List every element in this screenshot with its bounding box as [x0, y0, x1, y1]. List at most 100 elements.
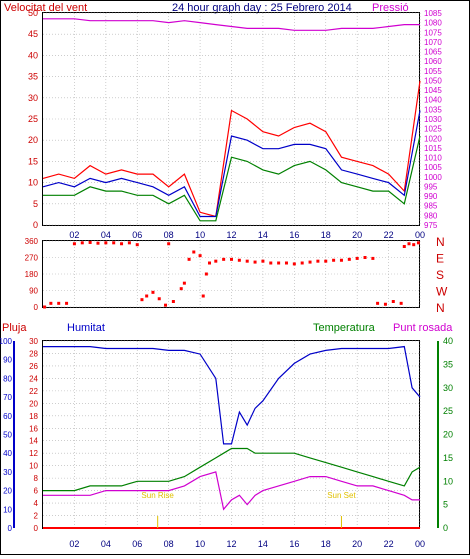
direction-point — [269, 261, 273, 265]
humitat-y-tick-label: 20 — [3, 487, 12, 496]
direction-point — [204, 272, 208, 276]
compass-label: S — [436, 268, 444, 282]
direction-panel-frame — [42, 240, 420, 308]
direction-point — [187, 257, 191, 261]
direction-point — [347, 257, 351, 261]
direction-point — [371, 256, 375, 260]
temp-y-tick-label: 20 — [443, 430, 453, 440]
pressure-y-tick-label: 1075 — [424, 28, 442, 37]
sun-event-label: Sun Rise — [141, 491, 174, 500]
temp-y-tick-label: 0 — [443, 523, 448, 533]
direction-point — [164, 303, 168, 307]
direction-point — [127, 241, 131, 245]
x-tick-label-bottom: 02 — [69, 539, 79, 549]
pressure-y-tick-label: 1005 — [424, 163, 442, 172]
pressure-title: Pressió — [372, 2, 409, 14]
direction-point — [230, 257, 233, 261]
direction-point — [383, 302, 387, 306]
direction-point — [339, 258, 343, 262]
x-tick-label-top: 20 — [352, 230, 362, 240]
pressure-y-tick-label: 1065 — [424, 48, 442, 57]
pluja-y-tick-label: 30 — [29, 337, 38, 346]
direction-point — [237, 258, 241, 262]
pressure-y-tick-label: 1060 — [424, 57, 442, 66]
x-tick-label-bottom: 12 — [226, 539, 236, 549]
direction-point — [104, 241, 108, 245]
pressure-y-tick-label: 1080 — [424, 19, 442, 28]
x-tick-label-bottom: 22 — [384, 539, 394, 549]
pressure-y-tick-label: 1070 — [424, 38, 442, 47]
wind-series-line-magenta — [43, 18, 420, 31]
pluja-y-tick-label: 24 — [29, 374, 38, 383]
pluja-y-tick-label: 6 — [34, 487, 39, 496]
pressure-y-tick-label: 1030 — [424, 115, 442, 124]
x-tick-label-top: 22 — [384, 230, 394, 240]
x-tick-label-bottom: 08 — [164, 539, 174, 549]
direction-point — [222, 257, 226, 261]
wind-y-tick-label: 45 — [28, 29, 38, 39]
x-tick-label-top: 06 — [132, 230, 142, 240]
climate-series-line-humitat — [43, 345, 421, 445]
wind-series-line-green — [43, 135, 421, 222]
x-tick-label-bottom: 00 — [415, 539, 425, 549]
direction-y-tick-label: 270 — [25, 254, 39, 263]
direction-point — [402, 245, 406, 248]
compass-label: E — [436, 252, 444, 266]
pluja-y-tick-label: 12 — [29, 449, 38, 458]
climate-series-line-temperatura — [43, 447, 421, 492]
pressure-y-tick-label: 1050 — [424, 76, 442, 85]
humitat-y-tick-label: 0 — [8, 524, 13, 533]
x-tick-label-bottom: 14 — [258, 539, 268, 549]
x-tick-label-top: 12 — [226, 230, 236, 240]
direction-point — [49, 301, 53, 305]
temperatura-title: Temperatura — [313, 322, 376, 334]
direction-point — [167, 242, 171, 246]
direction-point — [43, 305, 47, 309]
wind-panel-frame — [42, 12, 420, 226]
direction-point — [284, 261, 288, 265]
compass-label: N — [436, 301, 445, 315]
direction-point — [245, 259, 249, 263]
x-tick-label-top: 18 — [321, 230, 331, 240]
direction-point — [182, 281, 186, 285]
x-tick-label-top: 02 — [69, 230, 79, 240]
direction-point — [96, 241, 100, 245]
x-tick-label-top: 08 — [164, 230, 174, 240]
pressure-y-tick-label: 995 — [424, 182, 438, 191]
direction-point — [88, 240, 92, 244]
wind-y-tick-label: 30 — [28, 93, 38, 103]
pressure-y-tick-label: 1040 — [424, 96, 442, 105]
x-tick-label-top: 00 — [415, 230, 425, 240]
direction-point — [363, 256, 367, 259]
direction-point — [300, 261, 304, 265]
pressure-y-tick-label: 985 — [424, 202, 438, 211]
direction-point — [399, 301, 403, 305]
direction-point — [157, 297, 161, 301]
direction-y-tick-label: 180 — [25, 270, 39, 279]
x-tick-label-bottom: 10 — [195, 539, 205, 549]
humitat-y-tick-label: 10 — [3, 505, 12, 514]
direction-point — [376, 301, 380, 305]
pressure-y-tick-label: 1000 — [424, 173, 442, 182]
temp-y-tick-label: 25 — [443, 406, 453, 416]
compass-label: W — [436, 285, 448, 299]
direction-point — [135, 243, 139, 247]
pressure-y-tick-label: 980 — [424, 211, 438, 220]
direction-point — [407, 242, 411, 246]
direction-point — [416, 241, 420, 245]
direction-point — [57, 301, 61, 305]
pluja-y-tick-label: 8 — [34, 474, 39, 483]
wind-series-line-blue — [42, 110, 421, 218]
graph-day-title: 24 hour graph day : 25 Febrero 2014 — [172, 2, 352, 14]
direction-point — [151, 290, 155, 294]
wind-speed-title: Velocitat del vent — [4, 2, 87, 14]
wind-y-tick-label: 0 — [33, 220, 38, 230]
direction-point — [391, 300, 395, 303]
direction-point — [140, 298, 144, 302]
chart-series: Sun Rise Sun Set — [42, 18, 421, 529]
direction-y-tick-label: 0 — [34, 303, 39, 312]
direction-point — [412, 243, 416, 247]
